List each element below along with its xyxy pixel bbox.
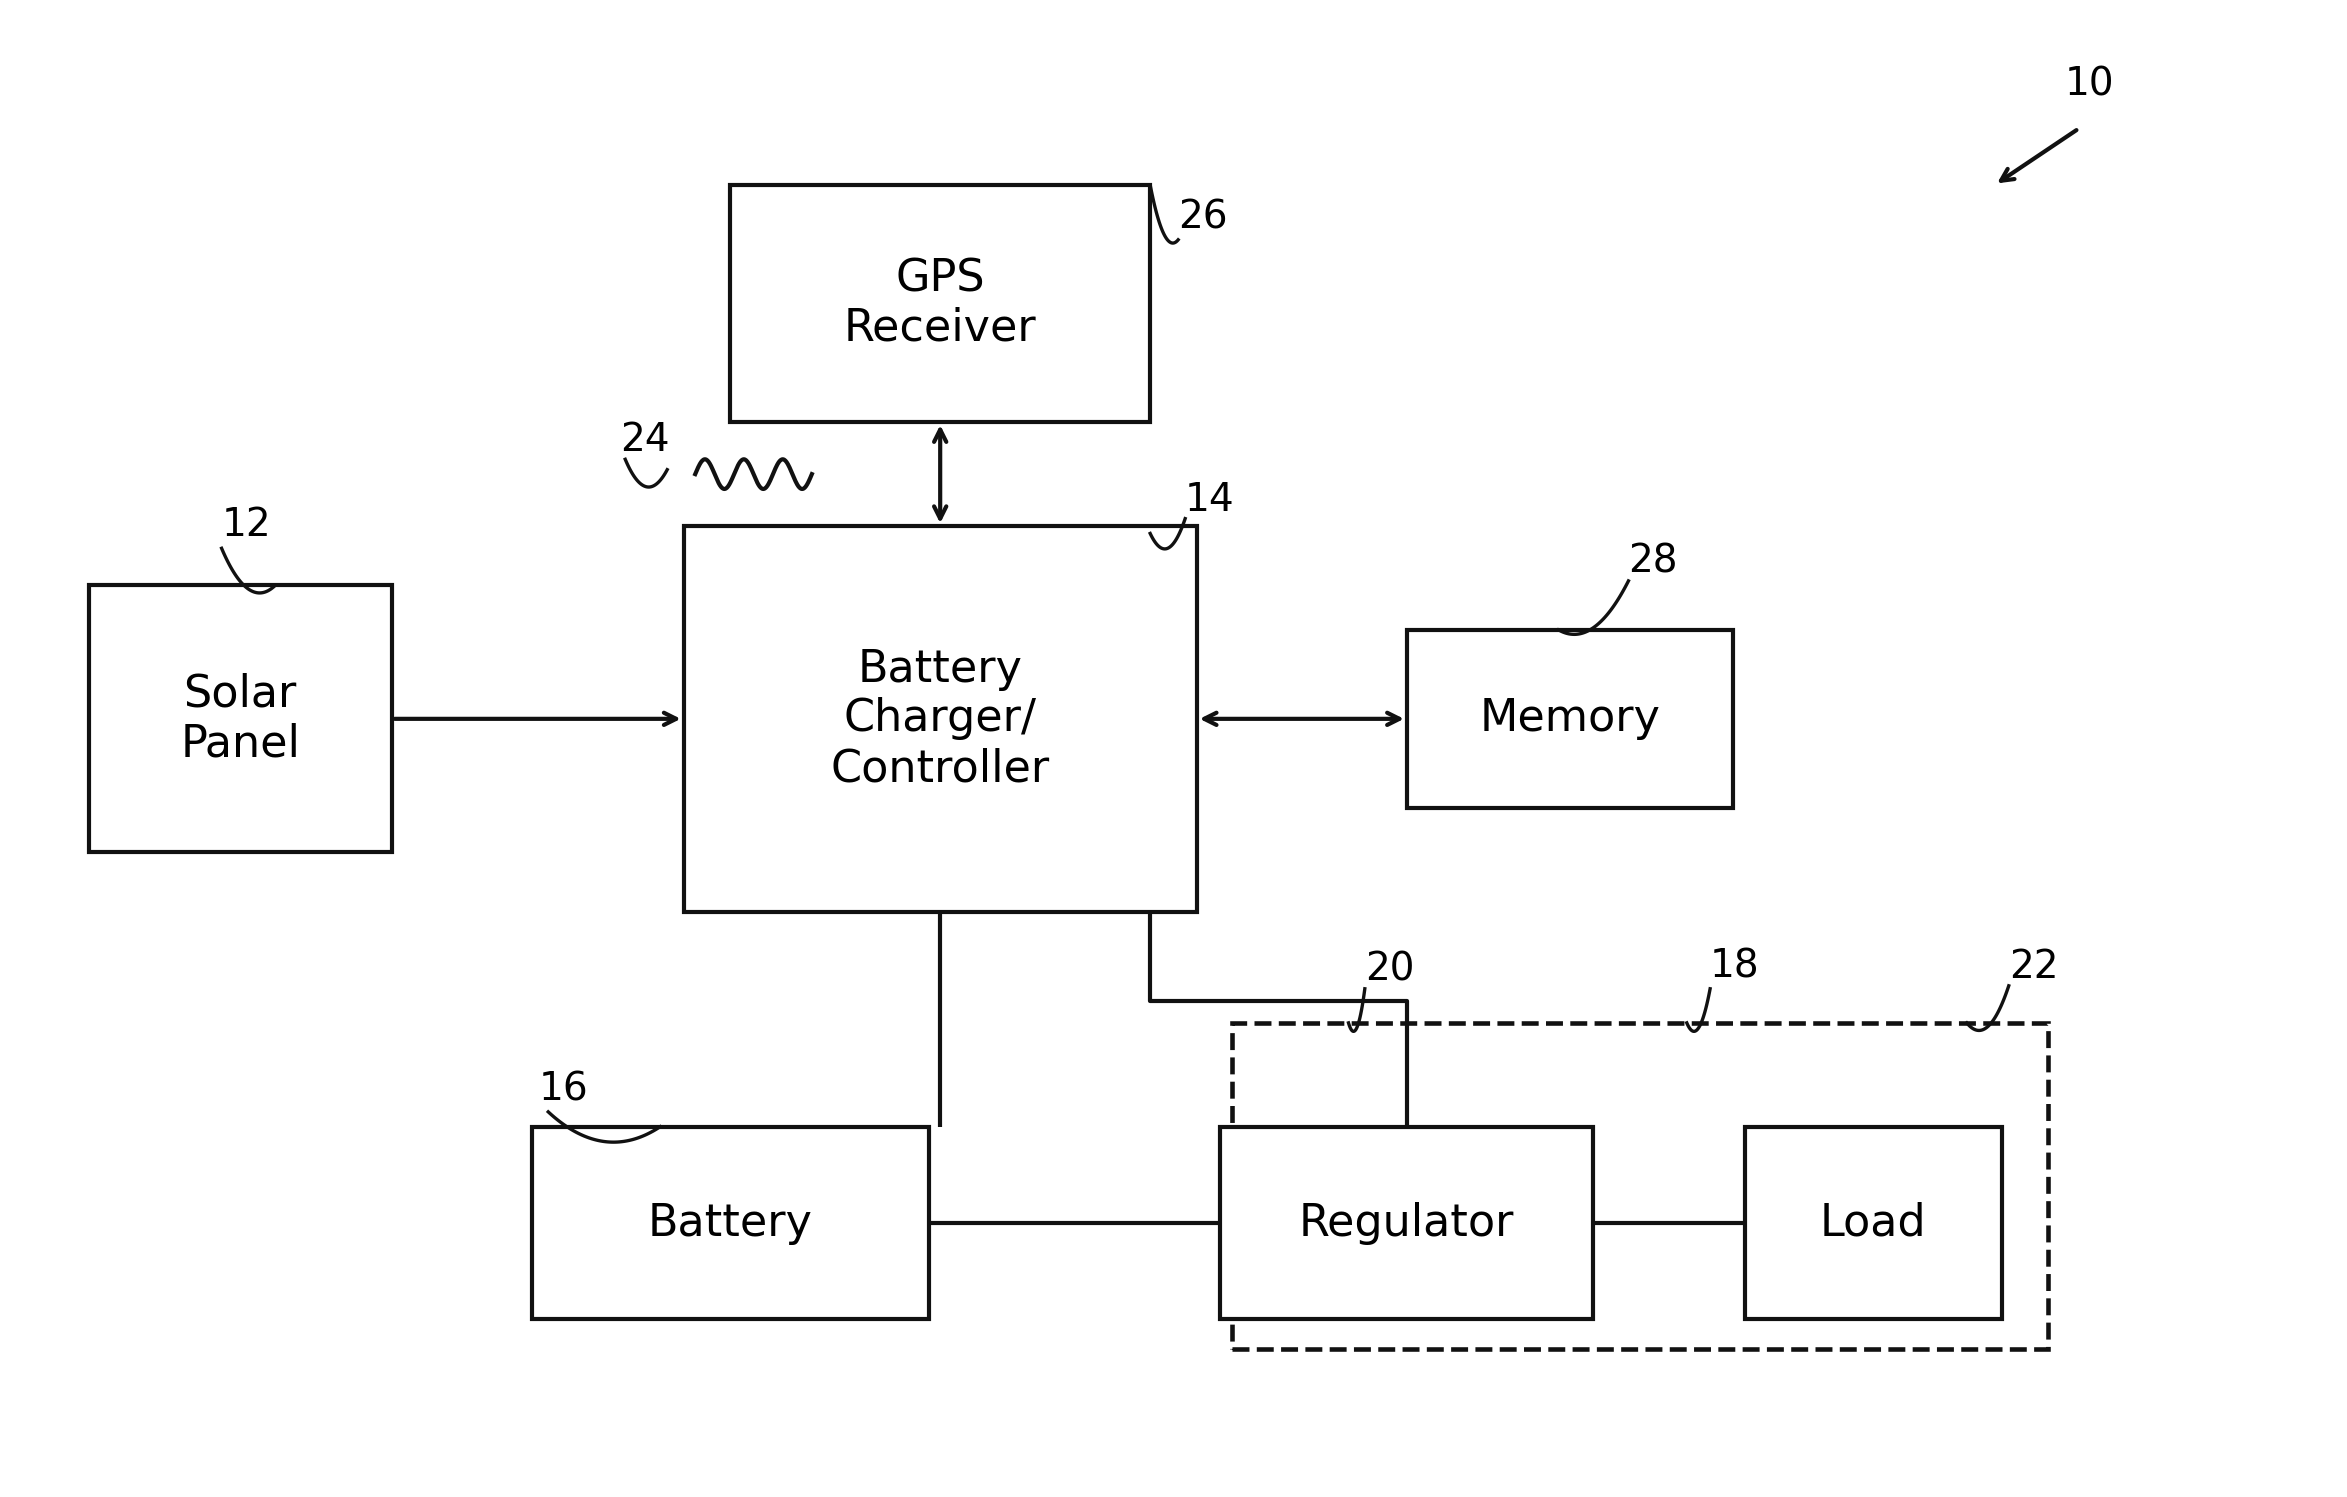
- Text: Battery: Battery: [648, 1202, 812, 1244]
- Text: GPS
Receiver: GPS Receiver: [845, 257, 1037, 350]
- Text: 12: 12: [221, 506, 272, 543]
- Text: Load: Load: [1821, 1202, 1927, 1244]
- Text: 24: 24: [620, 421, 669, 460]
- Text: Memory: Memory: [1479, 698, 1662, 741]
- Bar: [533, 1127, 929, 1319]
- Text: 28: 28: [1629, 543, 1678, 581]
- Text: 22: 22: [2009, 948, 2058, 987]
- Text: 20: 20: [1366, 951, 1415, 988]
- Bar: [1232, 1022, 2049, 1349]
- Bar: [730, 186, 1150, 422]
- Text: 18: 18: [1711, 948, 1760, 987]
- Bar: [683, 525, 1197, 912]
- Text: 14: 14: [1185, 481, 1235, 518]
- Text: Solar
Panel: Solar Panel: [181, 672, 300, 765]
- Text: 26: 26: [1178, 199, 1227, 237]
- Bar: [1746, 1127, 2002, 1319]
- Text: 16: 16: [540, 1070, 589, 1109]
- Bar: [1220, 1127, 1594, 1319]
- Text: Regulator: Regulator: [1298, 1202, 1514, 1244]
- Bar: [1406, 630, 1734, 808]
- Text: Battery
Charger/
Controller: Battery Charger/ Controller: [831, 648, 1049, 790]
- Bar: [89, 585, 392, 852]
- Text: 10: 10: [2065, 66, 2115, 103]
